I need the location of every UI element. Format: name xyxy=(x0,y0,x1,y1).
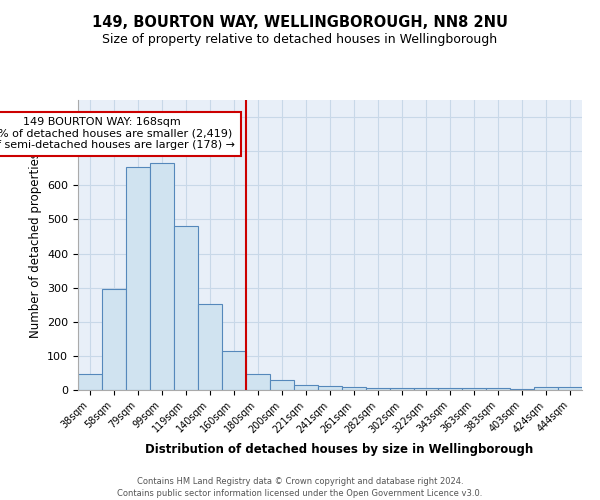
Bar xyxy=(390,388,414,390)
Bar xyxy=(102,290,126,390)
Text: Size of property relative to detached houses in Wellingborough: Size of property relative to detached ho… xyxy=(103,32,497,46)
Bar xyxy=(294,385,318,390)
Text: Contains HM Land Registry data © Crown copyright and database right 2024.: Contains HM Land Registry data © Crown c… xyxy=(137,478,463,486)
Bar xyxy=(198,304,222,390)
Bar xyxy=(342,388,366,390)
Bar xyxy=(510,388,534,390)
Bar xyxy=(558,388,582,390)
Text: 149, BOURTON WAY, WELLINGBOROUGH, NN8 2NU: 149, BOURTON WAY, WELLINGBOROUGH, NN8 2N… xyxy=(92,15,508,30)
Text: Distribution of detached houses by size in Wellingborough: Distribution of detached houses by size … xyxy=(145,442,533,456)
Bar xyxy=(318,386,342,390)
Bar xyxy=(126,167,150,390)
Bar xyxy=(246,374,270,390)
Text: 149 BOURTON WAY: 168sqm
← 93% of detached houses are smaller (2,419)
7% of semi-: 149 BOURTON WAY: 168sqm ← 93% of detache… xyxy=(0,117,235,150)
Y-axis label: Number of detached properties: Number of detached properties xyxy=(29,152,41,338)
Text: Contains public sector information licensed under the Open Government Licence v3: Contains public sector information licen… xyxy=(118,489,482,498)
Bar xyxy=(534,388,558,390)
Bar xyxy=(174,226,198,390)
Bar xyxy=(462,388,486,390)
Bar xyxy=(414,388,438,390)
Bar xyxy=(222,352,246,390)
Bar xyxy=(270,380,294,390)
Bar xyxy=(438,388,462,390)
Bar xyxy=(486,388,510,390)
Bar xyxy=(366,388,390,390)
Bar xyxy=(78,374,102,390)
Bar xyxy=(150,163,174,390)
